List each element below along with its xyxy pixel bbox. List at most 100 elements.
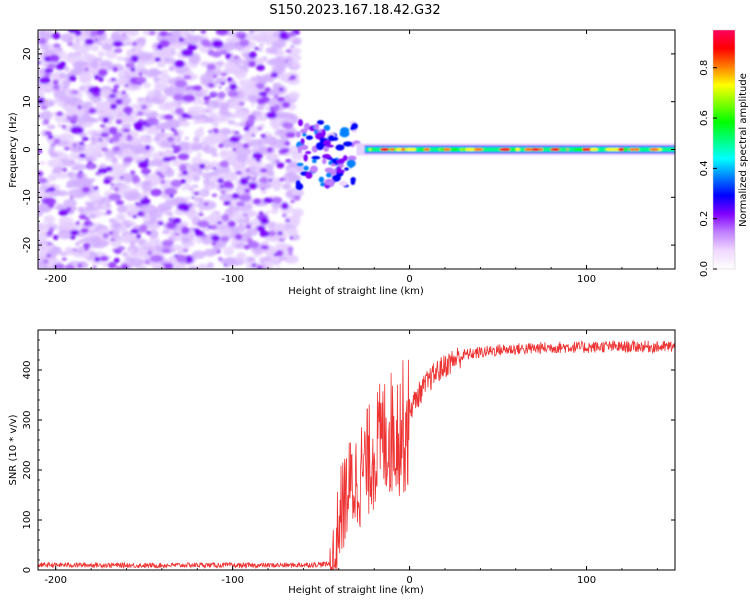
noise-blob <box>239 177 249 186</box>
noise-speckle <box>247 257 256 262</box>
noise-blob <box>285 49 292 53</box>
noise-speckle <box>89 198 97 203</box>
noise-speckle <box>158 96 164 100</box>
snr-x-tick-label: 100 <box>577 575 596 586</box>
noise-blob <box>219 184 224 189</box>
noise-blob <box>77 263 83 268</box>
noise-blob <box>106 209 112 215</box>
figure-title: S150.2023.167.18.42.G32 <box>269 3 440 18</box>
noise-speckle <box>53 89 67 99</box>
snr-y-tick-label: 300 <box>22 410 33 429</box>
noise-speckle <box>153 76 161 83</box>
noise-blob <box>147 250 153 256</box>
noise-speckle <box>208 212 223 222</box>
snr-y-tick-label: 100 <box>22 510 33 529</box>
noise-blob <box>243 244 250 250</box>
noise-speckle <box>282 183 292 190</box>
noise-speckle <box>101 43 113 51</box>
noise-blob <box>259 177 268 184</box>
noise-blob <box>244 188 251 194</box>
noise-blob <box>66 115 72 120</box>
snr-panel: -200 -100 0 100 0 100 200 300 400 Height of str… <box>8 329 676 596</box>
noise-blob <box>278 87 284 92</box>
noise-blob <box>163 114 174 121</box>
noise-speckle <box>54 184 61 190</box>
transition-blob <box>305 171 313 179</box>
noise-blob <box>245 224 251 229</box>
noise-blob <box>125 62 136 69</box>
noise-speckle <box>133 206 142 213</box>
noise-blob <box>256 64 265 71</box>
noise-speckle <box>255 59 264 65</box>
noise-blob <box>58 209 69 217</box>
transition-blob <box>340 169 345 173</box>
noise-blob <box>53 43 61 49</box>
transition-blob <box>322 158 327 165</box>
colorbar-label: Normalized spectral amplitude <box>738 73 749 227</box>
noise-speckle <box>116 56 125 61</box>
noise-blob <box>105 166 113 172</box>
signal-peak <box>464 147 476 152</box>
noise-blob <box>288 251 293 256</box>
noise-blob <box>259 230 270 238</box>
noise-blob <box>198 212 204 217</box>
noise-blob <box>113 257 120 263</box>
noise-blob <box>42 119 50 125</box>
transition-blob <box>309 165 318 173</box>
noise-speckle <box>62 104 73 111</box>
noise-speckle <box>187 105 206 116</box>
noise-blob <box>112 40 124 47</box>
signal-peak <box>443 147 451 152</box>
noise-blob <box>65 264 75 269</box>
noise-speckle <box>60 33 73 43</box>
spectrogram-noise-region <box>38 30 305 269</box>
noise-speckle <box>119 76 128 82</box>
noise-blob <box>38 177 48 184</box>
noise-blob <box>77 105 83 110</box>
noise-blob <box>257 97 266 105</box>
noise-blob <box>275 159 280 163</box>
noise-blob <box>38 60 41 65</box>
noise-speckle <box>213 123 220 127</box>
noise-speckle <box>63 198 77 208</box>
noise-blob <box>43 259 49 264</box>
noise-speckle <box>53 98 59 103</box>
noise-blob <box>285 159 292 163</box>
noise-speckle <box>143 241 153 247</box>
noise-speckle <box>192 250 206 259</box>
noise-blob <box>258 91 268 97</box>
transition-blob <box>305 135 314 140</box>
signal-peak <box>404 147 416 152</box>
noise-speckle <box>79 132 87 138</box>
noise-speckle <box>97 129 103 135</box>
noise-speckle <box>259 123 265 128</box>
noise-speckle <box>93 189 100 195</box>
noise-speckle <box>222 117 230 122</box>
noise-blob <box>280 147 290 154</box>
noise-blob <box>266 147 273 153</box>
noise-blob <box>277 231 283 236</box>
noise-speckle <box>141 191 150 198</box>
noise-blob <box>61 257 67 261</box>
noise-blob <box>254 46 260 51</box>
noise-blob <box>218 143 224 149</box>
transition-blob <box>323 124 331 131</box>
noise-blob <box>166 221 177 229</box>
spectrogram-y-tick-label: -20 <box>22 237 33 253</box>
noise-speckle <box>275 266 281 269</box>
noise-speckle <box>126 257 132 261</box>
noise-blob <box>210 224 218 230</box>
noise-blob <box>140 104 148 110</box>
transition-blob <box>295 131 301 138</box>
noise-blob <box>285 132 296 138</box>
noise-speckle <box>38 251 48 256</box>
noise-blob <box>99 255 109 262</box>
noise-blob <box>220 236 230 242</box>
noise-blob <box>145 144 151 151</box>
noise-blob <box>135 233 142 239</box>
noise-blob <box>212 128 219 132</box>
noise-blob <box>179 164 187 172</box>
noise-speckle <box>108 163 127 174</box>
noise-speckle <box>76 41 81 45</box>
noise-speckle <box>262 56 268 60</box>
